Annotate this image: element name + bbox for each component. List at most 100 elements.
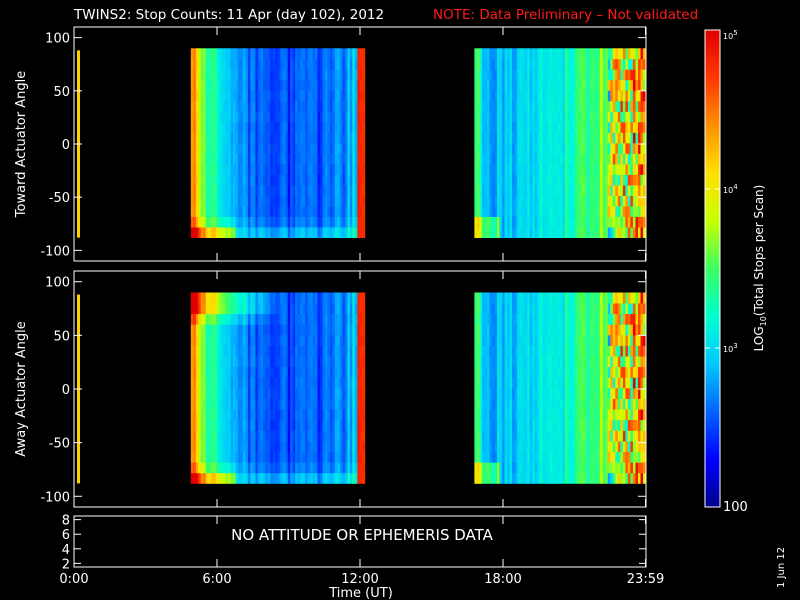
heatmap-cell (228, 377, 231, 389)
heatmap-cell (590, 142, 594, 154)
heatmap-cell (272, 377, 276, 389)
heatmap-cell (205, 356, 209, 368)
heatmap-cell (580, 441, 583, 452)
heatmap-cell (635, 69, 639, 81)
heatmap-cell (592, 303, 596, 315)
heatmap-cell (292, 79, 296, 91)
heatmap-cell (492, 132, 495, 144)
heatmap-cell (514, 153, 518, 165)
heatmap-cell (280, 100, 284, 112)
heatmap-cell (272, 164, 276, 175)
heatmap-cell (534, 164, 538, 175)
heatmap-cell (332, 472, 336, 484)
heatmap-cell (325, 356, 328, 368)
heatmap-cell (602, 174, 606, 186)
heatmap-cell (532, 100, 536, 112)
heatmap-cell (600, 419, 604, 431)
heatmap-cell (476, 69, 480, 81)
heatmap-cell (617, 111, 621, 123)
heatmap-cell (575, 142, 578, 154)
heatmap-cell (557, 334, 561, 346)
heatmap-cell (492, 430, 495, 442)
heatmap-cell (549, 174, 553, 186)
heatmap-cell (532, 142, 536, 154)
heatmap-cell (617, 206, 621, 217)
heatmap-cell (228, 121, 231, 133)
heatmap-cell (527, 387, 531, 399)
heatmap-cell (330, 185, 333, 196)
heatmap-cell (260, 366, 264, 378)
heatmap-cell (223, 292, 226, 304)
heatmap-cell (527, 334, 531, 346)
heatmap-cell (504, 164, 508, 175)
heatmap-cell (476, 206, 480, 217)
heatmap-cell (489, 90, 493, 102)
heatmap-cell (233, 377, 236, 389)
heatmap-cell (337, 377, 341, 389)
heatmap-cell (203, 356, 207, 368)
heatmap-cell (240, 121, 244, 133)
heatmap-cell (362, 334, 366, 346)
heatmap-cell (635, 419, 639, 431)
heatmap-cell (297, 366, 301, 378)
heatmap-cell (243, 142, 246, 154)
heatmap-cell (479, 79, 483, 91)
heatmap-cell (602, 100, 606, 112)
heatmap-cell (213, 292, 217, 304)
heatmap-cell (240, 356, 244, 368)
heatmap-cell (560, 164, 563, 175)
heatmap-cell (632, 227, 636, 238)
heatmap-cell (200, 334, 204, 346)
heatmap-cell (627, 366, 631, 378)
heatmap-cell (292, 462, 296, 474)
heatmap-cell (238, 164, 241, 175)
heatmap-cell (504, 153, 508, 165)
heatmap-cell (285, 292, 289, 304)
heatmap-cell (332, 324, 336, 336)
heatmap-cell (257, 451, 261, 463)
heatmap-cell (233, 409, 236, 421)
heatmap-cell (502, 164, 505, 175)
heatmap-cell (275, 195, 279, 207)
heatmap-cell (494, 292, 498, 304)
heatmap-cell (213, 216, 217, 228)
heatmap-cell (332, 227, 336, 238)
heatmap-cell (220, 111, 224, 123)
heatmap-cell (615, 164, 619, 175)
heatmap-cell (285, 303, 289, 315)
heatmap-cell (359, 345, 363, 357)
heatmap-cell (267, 292, 271, 304)
heatmap-cell (310, 142, 313, 154)
heatmap-cell (507, 132, 510, 144)
heatmap-cell (617, 216, 621, 228)
heatmap-cell (354, 345, 358, 357)
heatmap-cell (362, 451, 366, 463)
heatmap-cell (497, 153, 500, 165)
heatmap-cell (627, 79, 631, 91)
heatmap-cell (322, 345, 326, 357)
heatmap-cell (557, 387, 561, 399)
heatmap-cell (325, 387, 328, 399)
heatmap-cell (320, 441, 323, 452)
heatmap-cell (310, 164, 313, 175)
heatmap-cell (627, 121, 631, 133)
heatmap-cell (514, 441, 518, 452)
heatmap-cell (240, 69, 244, 81)
heatmap-cell (635, 48, 639, 60)
heatmap-cell (307, 185, 311, 196)
heatmap-cell (625, 398, 629, 410)
heatmap-cell (287, 334, 291, 346)
heatmap-cell (230, 206, 234, 217)
heatmap-cell (220, 419, 224, 431)
heatmap-cell (582, 356, 586, 368)
heatmap-cell (529, 69, 533, 81)
heatmap-cell (502, 356, 505, 368)
heatmap-cell (481, 462, 485, 474)
heatmap-cell (297, 462, 301, 474)
heatmap-cell (532, 313, 536, 325)
heatmap-cell (359, 132, 363, 144)
heatmap-cell (300, 313, 303, 325)
heatmap-cell (320, 462, 323, 474)
heatmap-cell (509, 409, 513, 421)
heatmap-cell (622, 174, 626, 186)
